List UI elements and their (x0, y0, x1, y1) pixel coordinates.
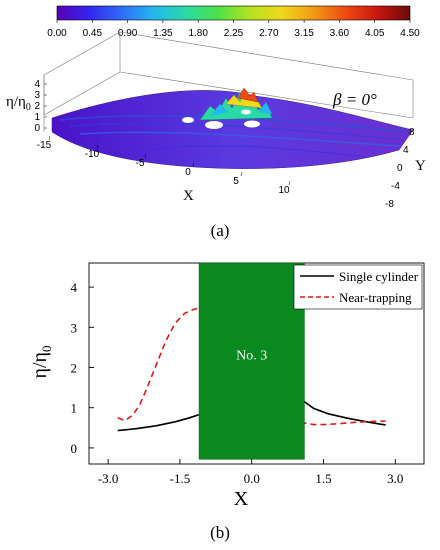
y-tick-label: -8 (385, 199, 394, 210)
x-tick-label: -3.0 (98, 471, 119, 486)
x-tick-label: 5 (233, 176, 239, 187)
colorbar-tick-label: 1.80 (188, 28, 208, 39)
legend-box (293, 264, 423, 310)
x-tick-label: 3.0 (387, 471, 403, 486)
y-tick-label: 2 (71, 361, 78, 376)
y-tick-label: 4 (403, 145, 409, 156)
z-tick-label: 0 (34, 123, 40, 134)
colorbar-tick-label: 0.00 (47, 28, 67, 39)
y-tick-label: 0 (397, 163, 403, 174)
panel-b-line-chart: No. 3 -3.0 -1.5 0.0 1.5 3.0 0 1 2 3 4 X η/η0 Sin… (29, 262, 425, 542)
x-tick-label: -1.5 (170, 471, 191, 486)
x-tick-label: 1.5 (315, 471, 331, 486)
legend-label-near: Near-trapping (339, 290, 412, 305)
y-tick-label: 3 (71, 320, 78, 335)
beta-annotation: β = 0° (332, 90, 377, 109)
no3-rect (198, 262, 305, 460)
x-tick-label: -15 (37, 140, 52, 151)
surface (51, 87, 414, 169)
x-axis-label: X (234, 488, 249, 510)
colorbar-ticks: 0.00 0.45 0.90 1.35 1.80 2.25 2.70 3.15 3.60 4.05… (47, 20, 420, 39)
caption-a: (a) (211, 221, 230, 240)
y-tick-label: 4 (71, 280, 78, 295)
x-axis-label: X (183, 188, 194, 204)
x-tick-label: 0.0 (244, 471, 260, 486)
x-tick-label: 0 (185, 167, 191, 178)
z-tick-label: 3 (34, 90, 40, 101)
x-tick (240, 171, 243, 177)
colorbar (56, 5, 411, 21)
y-axis-label: η/η0 (29, 346, 54, 379)
z-tick-label: 2 (34, 101, 40, 112)
caption-b: (b) (210, 523, 230, 542)
z-tick-label: 1 (34, 112, 40, 123)
y-axis-ticks: 840 -4 -8 (385, 127, 415, 210)
colorbar-tick-label: 4.05 (365, 28, 385, 39)
colorbar-tick-label: 4.50 (400, 28, 420, 39)
colorbar-tick-label: 2.70 (259, 28, 279, 39)
colorbar-tick-label: 0.45 (83, 28, 103, 39)
x-tick (48, 135, 51, 141)
legend: Single cylinder Near-trapping (293, 264, 423, 310)
y-tick-label: 0 (71, 441, 78, 456)
colorbar-tick-label: 3.60 (330, 28, 350, 39)
y-tick-label: 1 (71, 401, 78, 416)
z-axis-label: η/η0 (6, 94, 31, 113)
x-tick-label: -10 (85, 149, 100, 160)
y-tick-label: -4 (391, 181, 400, 192)
no3-block: No. 3 (198, 262, 305, 460)
y-tick-label: 8 (409, 127, 415, 138)
legend-label-single: Single cylinder (339, 269, 419, 284)
no3-label: No. 3 (236, 348, 267, 363)
y-axis-label: Y (415, 158, 426, 174)
x-tick (96, 144, 99, 150)
x-tick (144, 153, 147, 159)
z-tick-label: 4 (34, 79, 40, 90)
x-tick (192, 162, 195, 168)
x-tick (288, 180, 291, 186)
colorbar-tick-label: 2.25 (224, 28, 244, 39)
panel-a-surface-plot: 0.00 0.45 0.90 1.35 1.80 2.25 2.70 3.15 3.60 4.05… (6, 5, 426, 240)
x-axis-ticks: -15 -10 -5 0 5 10 (37, 135, 291, 196)
x-tick-label: -5 (136, 158, 145, 169)
surface-frame (43, 31, 414, 132)
colorbar-tick-label: 1.35 (153, 28, 173, 39)
y-axis-ticks: 0 1 2 3 4 (71, 280, 94, 456)
x-tick-label: 10 (278, 185, 290, 196)
colorbar-tick-label: 3.15 (294, 28, 314, 39)
x-axis-ticks: -3.0 -1.5 0.0 1.5 3.0 (98, 459, 403, 486)
